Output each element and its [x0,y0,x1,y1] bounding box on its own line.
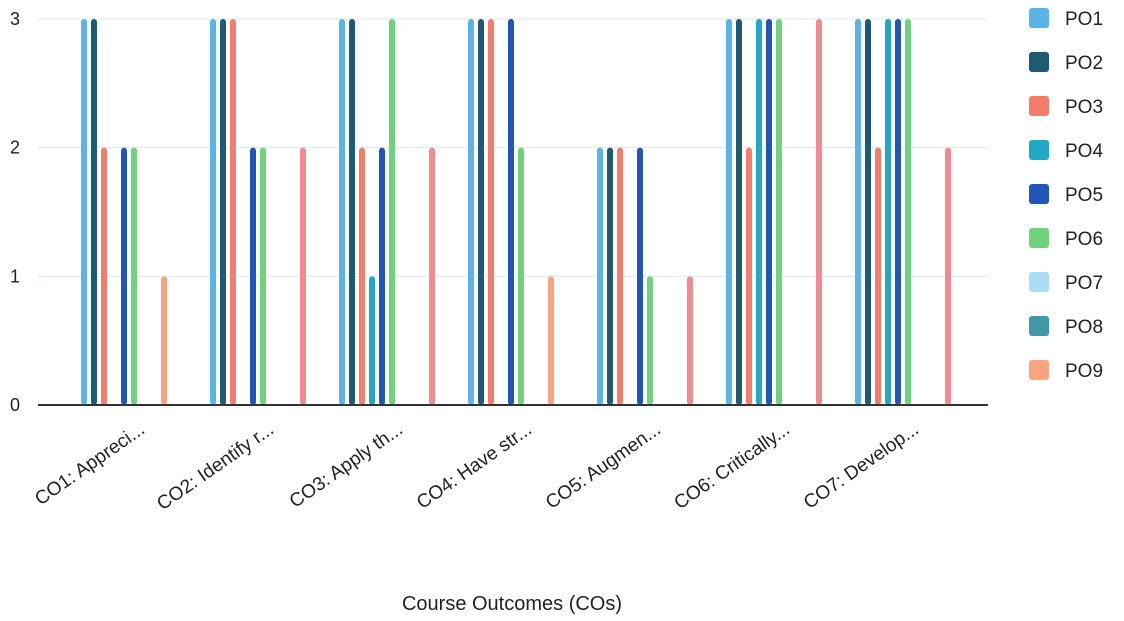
bar [121,147,127,405]
x-axis-title: Course Outcomes (COs) [402,593,622,615]
bar [389,19,395,405]
bar [617,147,623,405]
bar [300,147,306,405]
legend-item: PO3 [1029,96,1103,118]
legend-swatch [1029,184,1049,204]
bar [508,19,514,405]
bar [131,147,137,405]
legend-item: PO2 [1029,52,1103,74]
bar [339,19,345,405]
bar [91,19,97,405]
bar [766,19,772,405]
legend-label: PO2 [1065,53,1103,74]
bar [885,19,891,405]
legend-item: PO6 [1029,228,1103,250]
y-tick-label: 3 [10,9,20,29]
bar [429,147,435,405]
legend-item: PO7 [1029,272,1103,294]
bar [161,276,167,405]
bar [260,147,266,405]
legend-swatch [1029,272,1049,292]
legend-label: PO4 [1065,141,1103,162]
bar [756,19,762,405]
legend-swatch [1029,8,1049,28]
bar [736,19,742,405]
bar [230,19,236,405]
x-tick-label: CO6: Critically... [671,419,794,514]
legend-item: PO1 [1029,8,1103,30]
bar [607,147,613,405]
legend-swatch [1029,52,1049,72]
legend-label: PO3 [1065,97,1103,118]
x-tick-label: CO7: Develop... [800,419,923,514]
bar [687,276,693,405]
bar [379,147,385,405]
bar [210,19,216,405]
legend-label: PO7 [1065,273,1103,294]
legend-item: PO4 [1029,140,1103,162]
legend: PO1 PO2 PO3 PO4 PO5 PO6 PO7 PO8 PO9 [1029,8,1103,382]
legend-label: PO6 [1065,229,1103,250]
bar [776,19,782,405]
bar [895,19,901,405]
legend-label: PO9 [1065,361,1103,382]
x-tick-label: CO4: Have str... [413,419,536,514]
bar [726,19,732,405]
bar [637,147,643,405]
bars [81,19,951,405]
bar [488,19,494,405]
bar [597,147,603,405]
bar [349,19,355,405]
bar [250,147,256,405]
legend-swatch [1029,228,1049,248]
bar [468,19,474,405]
bar [548,276,554,405]
x-tick-label: CO1: Appreci... [31,419,149,510]
bar [945,147,951,405]
bar [905,19,911,405]
x-tick-labels: CO1: Appreci... CO2: Identify r... CO3: Ap… [31,419,923,515]
bar [875,147,881,405]
bar [746,147,752,405]
x-tick-label: CO5: Augmen... [542,419,665,514]
legend-swatch [1029,316,1049,336]
bar [101,147,107,405]
bar [647,276,653,405]
bar [220,19,226,405]
y-tick-label: 2 [10,138,20,158]
y-tick-label: 1 [10,266,20,286]
bar [478,19,484,405]
legend-item: PO9 [1029,360,1103,382]
bar [81,19,87,405]
bar [855,19,861,405]
legend-label: PO1 [1065,9,1103,30]
legend-swatch [1029,96,1049,116]
bar [359,147,365,405]
legend-swatch [1029,140,1049,160]
x-tick-label: CO2: Identify r... [153,419,277,515]
bar [518,147,524,405]
legend-label: PO8 [1065,317,1103,338]
x-tick-label: CO3: Apply th... [286,419,407,513]
legend-label: PO5 [1065,185,1103,206]
y-tick-labels: 0 1 2 3 [10,9,20,415]
legend-item: PO8 [1029,316,1103,338]
bar [865,19,871,405]
legend-item: PO5 [1029,184,1103,206]
bar [369,276,375,405]
y-tick-label: 0 [10,395,20,415]
legend-swatch [1029,360,1049,380]
bar [816,19,822,405]
